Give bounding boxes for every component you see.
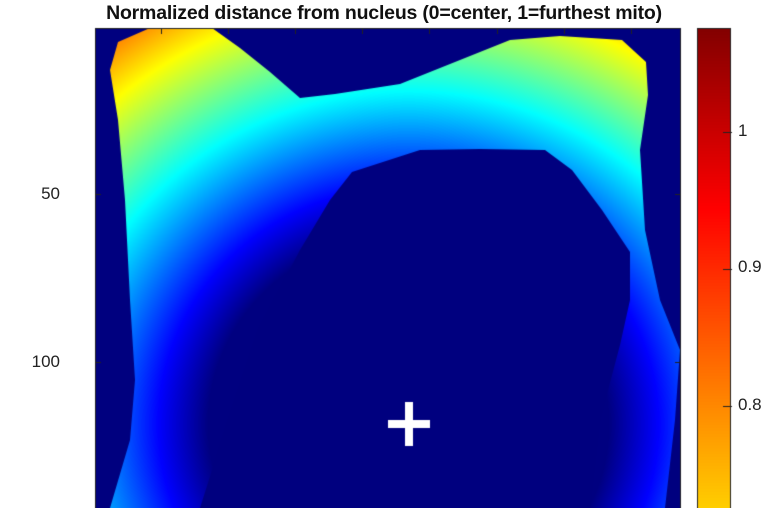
heatmap-plot — [0, 27, 768, 508]
chart-title: Normalized distance from nucleus (0=cent… — [106, 2, 662, 24]
colorbar-tick-label-0.8: 0.8 — [738, 395, 762, 414]
colorbar-tick-label-1: 1 — [738, 121, 748, 140]
y-tick-label-100: 100 — [31, 352, 60, 371]
y-tick-label-50: 50 — [41, 184, 60, 203]
colorbar-tick-label-0.9: 0.9 — [738, 257, 762, 276]
